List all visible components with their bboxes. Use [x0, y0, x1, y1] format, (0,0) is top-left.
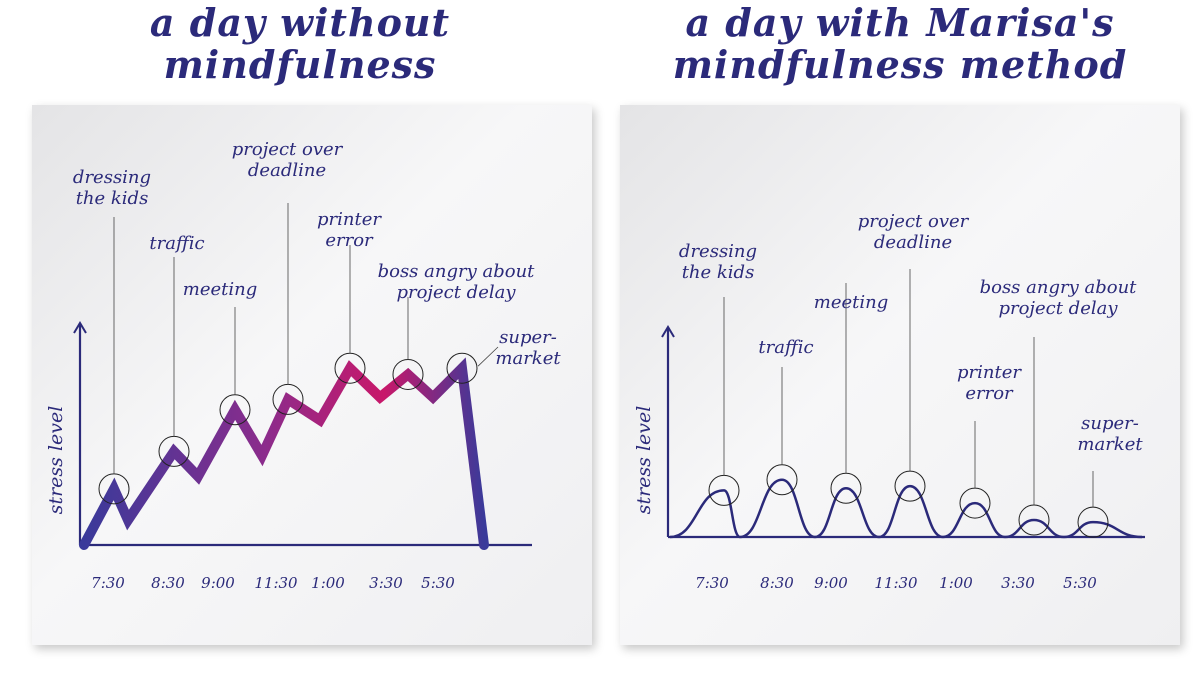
right-y-axis-arrow — [661, 325, 675, 338]
left-x-tick-label: 1:00 — [311, 574, 345, 592]
right-chart-title: a day with Marisa's mindfulness method — [620, 2, 1180, 86]
left-x-tick-label: 3:30 — [369, 574, 403, 592]
left-event-label: project delay — [396, 282, 516, 303]
left-event-label: market — [495, 348, 561, 369]
left-event-marker — [446, 352, 478, 384]
left-event-leader — [477, 346, 499, 367]
left-x-tick-label: 5:30 — [421, 574, 455, 592]
right-event-label: boss angry about — [980, 277, 1138, 298]
right-event-label: super- — [1081, 413, 1139, 434]
left-event-label: deadline — [248, 160, 326, 181]
right-event-label: printer — [957, 362, 1022, 383]
left-event-label: super- — [499, 327, 557, 348]
right-x-tick-label: 3:30 — [1001, 574, 1035, 592]
right-event-label: meeting — [814, 292, 888, 313]
right-x-tick-label: 11:30 — [874, 574, 918, 592]
right-event-label: project over — [858, 211, 970, 232]
left-stress-line — [79, 357, 489, 550]
right-event-label: dressing — [679, 241, 757, 262]
right-event-label: deadline — [874, 232, 952, 253]
right-x-tick-label: 7:30 — [695, 574, 729, 592]
right-event-label: error — [965, 383, 1014, 404]
right-x-tick-label: 5:30 — [1063, 574, 1097, 592]
right-event-label: traffic — [758, 337, 813, 358]
right-title-line2: mindfulness method — [672, 42, 1128, 87]
right-chart-panel: stress level dressing the kids traffic meeti… — [620, 105, 1180, 645]
right-event-label: project delay — [998, 298, 1118, 319]
right-event-label: market — [1077, 434, 1143, 455]
left-event-label: meeting — [183, 279, 257, 300]
left-chart-panel: stress level dressing the kids traffic meeti… — [32, 105, 592, 645]
right-stress-line — [669, 478, 1143, 539]
left-event-label: the kids — [76, 188, 149, 209]
left-event-label: boss angry about — [378, 261, 536, 282]
left-event-label: project over — [232, 139, 344, 160]
right-title-line1: a day with Marisa's — [685, 0, 1115, 45]
left-x-tick-label: 11:30 — [254, 574, 298, 592]
left-event-label: printer — [317, 209, 382, 230]
right-x-tick-label: 8:30 — [760, 574, 794, 592]
left-y-axis-arrow — [73, 321, 87, 334]
left-event-marker — [334, 352, 366, 384]
left-x-tick-label: 9:00 — [201, 574, 235, 592]
left-y-axis-label: stress level — [45, 406, 67, 515]
right-x-tick-label: 9:00 — [814, 574, 848, 592]
left-x-tick-label: 7:30 — [91, 574, 125, 592]
left-chart-title: a day without mindfulness — [20, 2, 580, 86]
left-x-tick-label: 8:30 — [151, 574, 185, 592]
left-title-line2: mindfulness — [163, 42, 437, 87]
right-y-axis-label: stress level — [633, 406, 655, 515]
left-title-line1: a day without — [149, 0, 451, 45]
left-event-label: error — [325, 230, 374, 251]
right-x-tick-label: 1:00 — [939, 574, 973, 592]
right-event-label: the kids — [682, 262, 755, 283]
left-event-label: dressing — [73, 167, 151, 188]
left-event-label: traffic — [149, 233, 204, 254]
